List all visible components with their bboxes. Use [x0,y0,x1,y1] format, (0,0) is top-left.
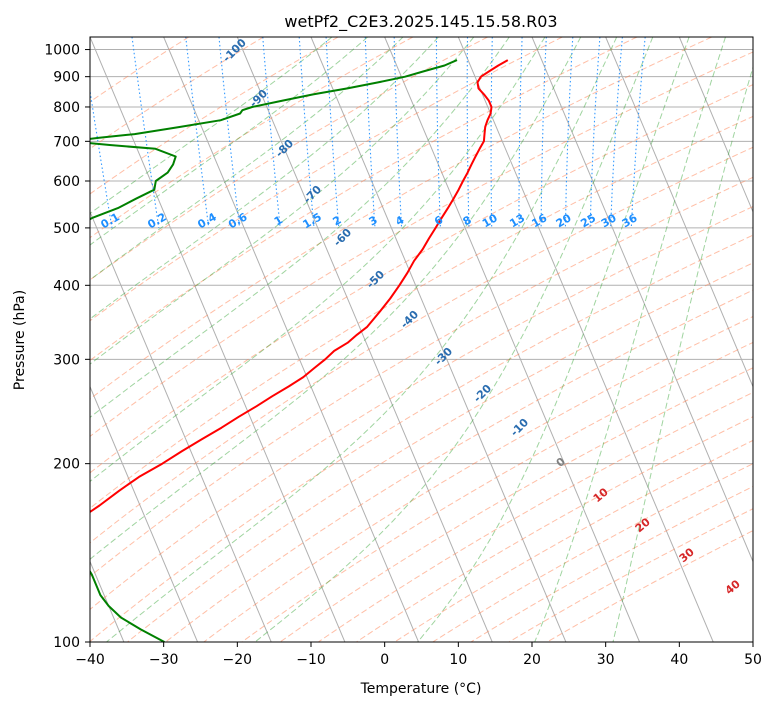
moist-adiabat-line [90,37,404,281]
x-tick-label: −10 [296,652,326,668]
dry-adiabat-line [90,37,638,362]
y-tick-label: 700 [53,134,80,150]
moist-adiabat-line [417,37,690,642]
isotherm-line [531,37,753,563]
moist-adiabat-line [612,65,753,642]
x-axis-label: Temperature (°C) [360,681,482,697]
dry-adiabat-line [90,84,753,474]
moist-adiabat-line [90,37,475,365]
isotherm-line [678,37,753,214]
y-tick-label: 300 [53,352,80,368]
mixing-ratio-line [185,37,210,228]
isotherm-line [605,37,753,388]
dry-adiabat-line [90,51,753,438]
dry-adiabat-line [241,341,753,642]
y-tick-label: 100 [53,635,80,651]
dry-adiabat-line [203,315,753,642]
isotherm-line [752,37,753,39]
x-tick-label: 40 [670,652,688,668]
dry-adiabat-line [508,508,753,642]
y-tick-label: 800 [53,100,80,116]
dry-adiabat-line [394,439,753,642]
grid-layer [90,37,753,642]
isotherm-line [384,37,641,642]
chart-title: wetPf2_C2E3.2025.145.15.58.R03 [284,12,557,32]
moist-adiabat-line [90,37,439,320]
x-axis: −40 −30 −20 −10 0 10 20 30 40 50 [75,642,762,668]
moist-adiabat-line [90,37,546,483]
plot-frame [89,36,754,643]
y-tick-label: 1000 [44,43,80,59]
y-axis-label: Pressure (hPa) [12,290,28,390]
moist-adiabat-line [90,37,333,215]
moist-adiabat-line [90,37,368,246]
isotherm-line [90,210,272,642]
y-tick-label: 600 [53,174,80,190]
dry-adiabat-line [165,289,753,642]
x-tick-label: 50 [744,652,762,668]
y-tick-label: 200 [53,457,80,473]
temperature-trace [90,59,509,514]
dry-adiabat-line [90,37,414,239]
dry-adiabat-line [90,146,753,544]
y-tick-label: 400 [53,278,80,294]
moist-adiabat-line [90,37,510,419]
moist-adiabat-line [254,37,654,642]
x-tick-label: 10 [449,652,467,668]
dry-adiabat-line [90,176,753,578]
series-layer [90,59,509,642]
x-tick-label: 0 [380,652,389,668]
isotherm-line [90,385,199,642]
y-tick-label: 900 [53,70,80,86]
dry-adiabat-line [90,37,339,195]
isotherm-line [236,37,493,642]
dry-adiabat-line [90,37,712,400]
dry-adiabat-line [546,530,753,642]
x-tick-label: −40 [75,652,105,668]
x-tick-label: 20 [523,652,541,668]
plot-background [90,37,753,642]
dry-adiabat-line [318,391,753,642]
dry-adiabat-line [432,463,753,642]
moist-adiabat-line [90,37,582,560]
x-tick-label: −20 [223,652,253,668]
isotherm-line [90,37,346,642]
dry-adiabat-line [90,205,753,611]
x-tick-label: 30 [597,652,615,668]
dry-adiabat-line [127,262,753,642]
dry-adiabat-line [279,367,753,642]
y-axis: 100 200 300 400 500 600 700 800 900 1000 [44,43,90,651]
dry-adiabat-line [90,115,753,509]
dewpoint-trace [90,59,458,642]
dry-adiabat-line [90,234,753,642]
isotherm-line [457,37,714,642]
moist-adiabat-line [534,37,726,642]
mixing-ratio-line [90,87,113,228]
x-tick-label: −30 [149,652,179,668]
y-tick-label: 500 [53,221,80,237]
isotherm-line [163,37,420,642]
